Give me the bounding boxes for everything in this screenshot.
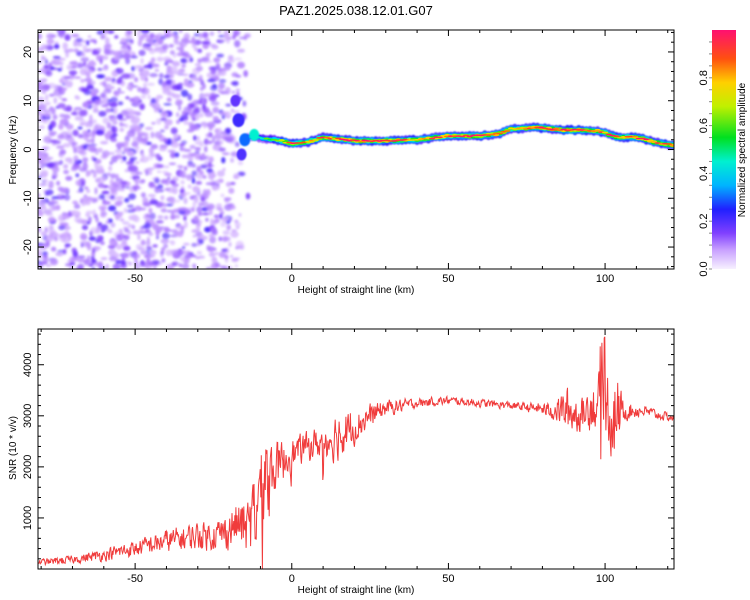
spectrogram-x-tick-label: -50 xyxy=(127,273,143,285)
spectrogram-y-tick-label: 0 xyxy=(22,146,34,152)
snr-y-tick-label: 2000 xyxy=(22,455,34,479)
spectrogram-x-tick-label: 0 xyxy=(289,273,295,285)
snr-y-tick-label: 1000 xyxy=(22,506,34,530)
snr-y-tick-label: 3000 xyxy=(22,404,34,428)
figure-title: PAZ1.2025.038.12.01.G07 xyxy=(279,3,433,18)
colorbar-ticks: 0.0 0.2 0.4 0.6 0.8 xyxy=(698,41,712,277)
snr-ticks: -50 0 50 100 1000 2000 3000 4000 xyxy=(22,329,674,585)
spectrogram-image xyxy=(38,30,674,269)
colorbar-gradient xyxy=(712,30,736,269)
colorbar-tick-label: 0.6 xyxy=(698,118,710,133)
spectrogram-y-label: Frequency (Hz) xyxy=(8,116,19,185)
ridge-onset-blob xyxy=(230,94,260,161)
colorbar-label: Normalized spectral amplitude xyxy=(737,82,748,217)
spectrogram-x-tick-label: 100 xyxy=(596,273,614,285)
colorbar: 0.0 0.2 0.4 0.6 0.8 Normalized spectral ampl… xyxy=(698,30,748,277)
colorbar-tick-label: 0.0 xyxy=(698,261,710,276)
colorbar-tick-label: 0.8 xyxy=(698,70,710,85)
spectrogram-x-tick-label: 50 xyxy=(442,273,454,285)
snr-x-tick-label: -50 xyxy=(127,573,143,585)
noise-speckles xyxy=(38,30,251,269)
snr-x-label: Height of straight line (km) xyxy=(298,585,415,596)
ridge xyxy=(244,122,674,150)
snr-plot-area xyxy=(38,336,674,569)
spectrogram-y-tick-label: -10 xyxy=(22,190,34,206)
colorbar-tick-label: 0.4 xyxy=(698,166,710,181)
spectrogram-y-tick-label: 10 xyxy=(22,95,34,107)
snr-x-tick-label: 50 xyxy=(442,573,454,585)
snr-series-line xyxy=(38,336,674,569)
spectrogram-x-label: Height of straight line (km) xyxy=(298,285,415,296)
snr-frame xyxy=(37,328,675,570)
snr-panel: -50 0 50 100 1000 2000 3000 4000 Height of stra… xyxy=(8,328,675,596)
spectrogram-ticks: -50 0 50 100 -20 -10 0 10 20 xyxy=(22,30,674,285)
snr-y-tick-label: 4000 xyxy=(22,353,34,377)
snr-x-tick-label: 0 xyxy=(289,573,295,585)
snr-x-tick-label: 100 xyxy=(596,573,614,585)
snr-y-label: SNR (10 * v/v) xyxy=(8,416,19,480)
spectrogram-panel: -50 0 50 100 -20 -10 0 10 20 Height of straight … xyxy=(8,29,675,296)
spectrogram-y-tick-label: 20 xyxy=(22,46,34,58)
spectrogram-y-tick-label: -20 xyxy=(22,239,34,255)
colorbar-tick-label: 0.2 xyxy=(698,214,710,229)
